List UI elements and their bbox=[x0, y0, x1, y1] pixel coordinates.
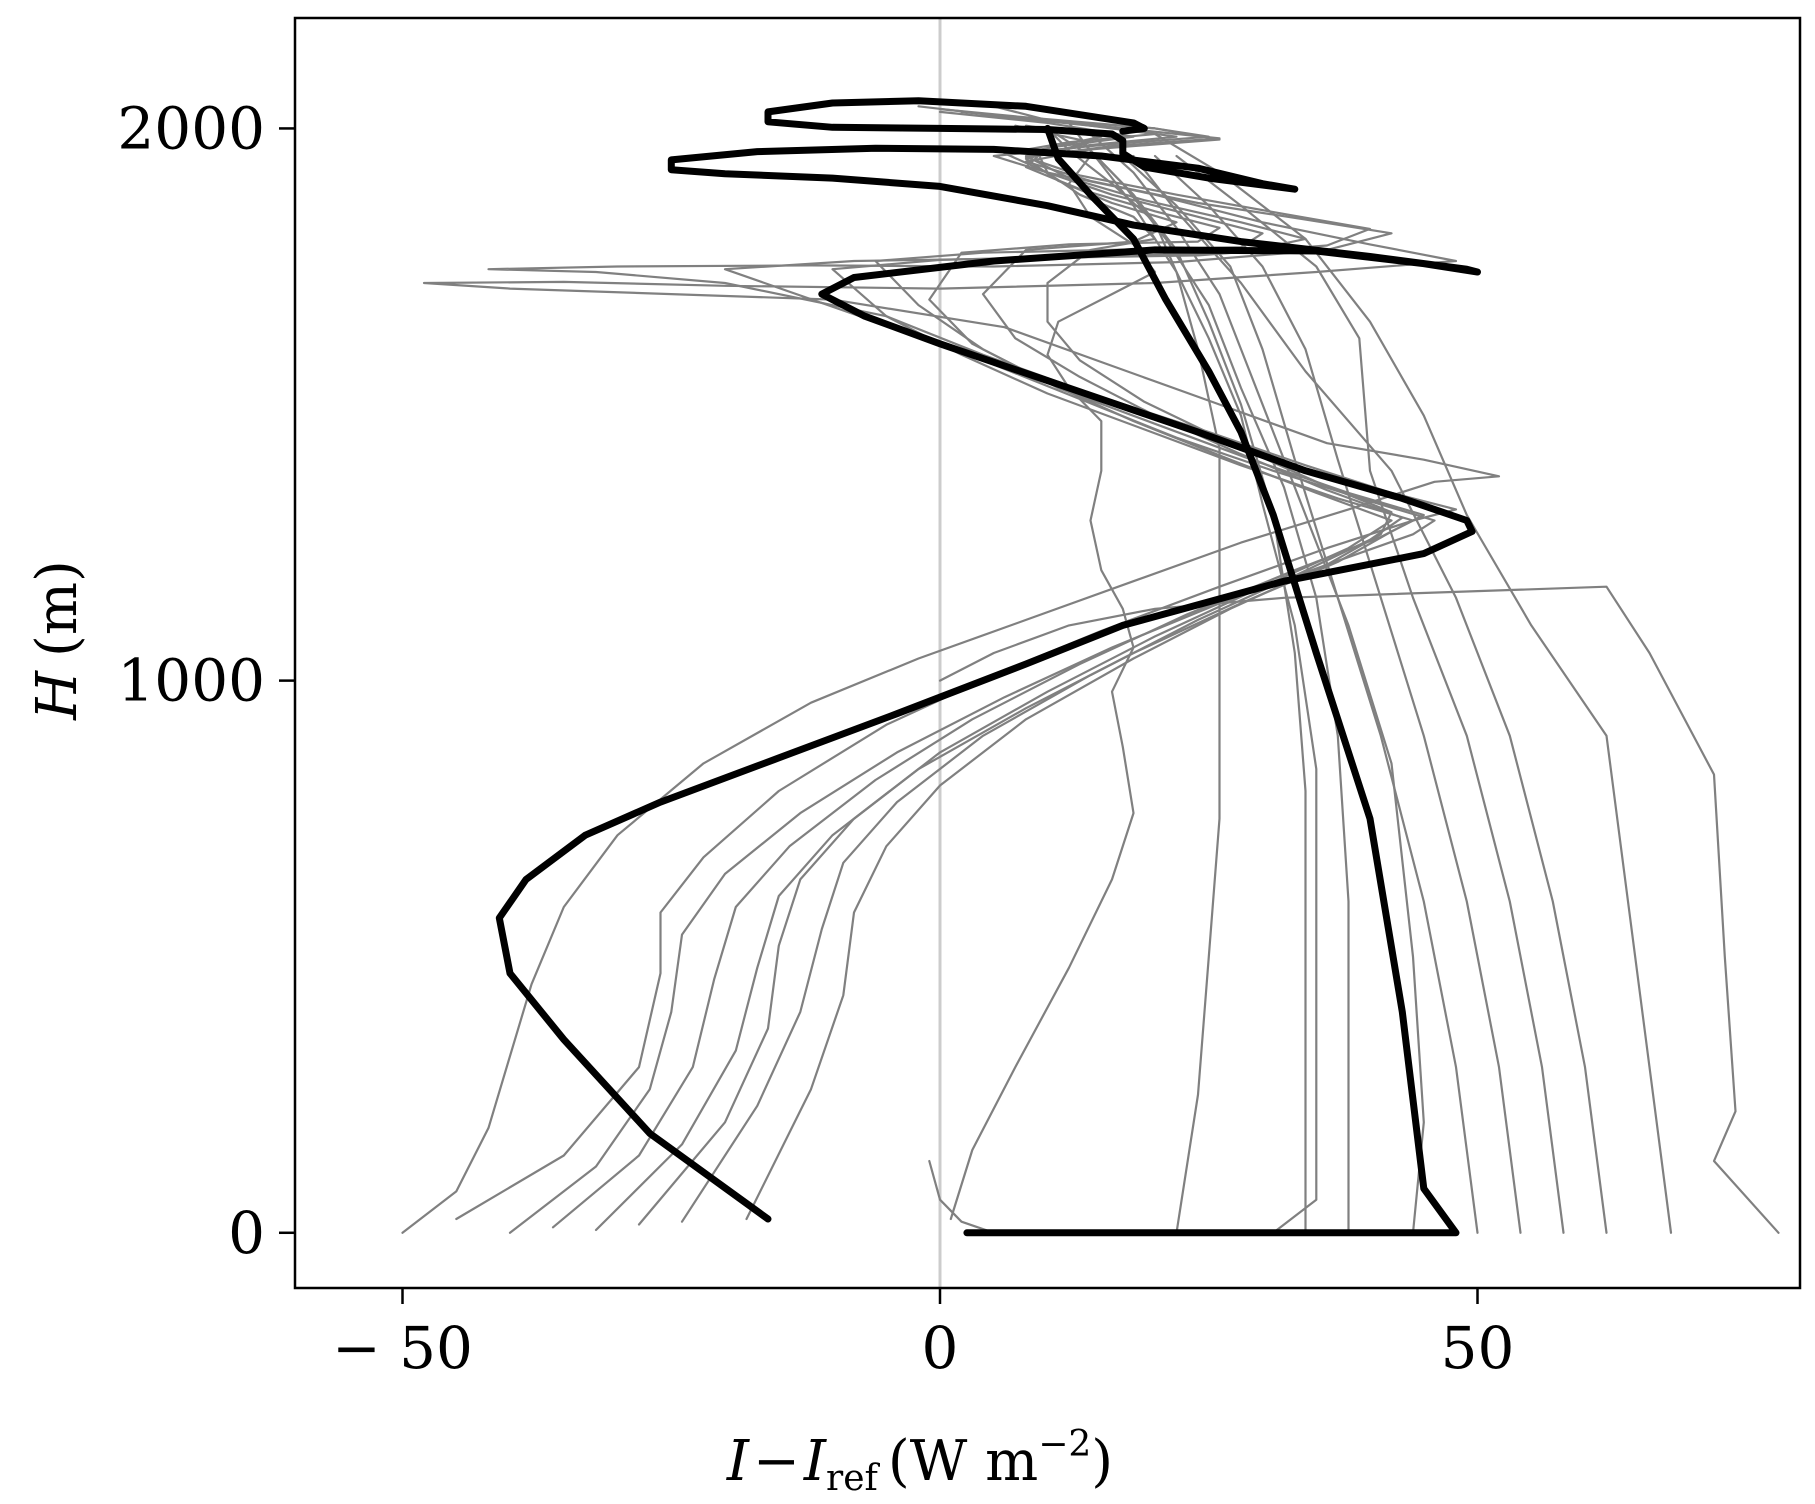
y-tick-label-2: 2000 bbox=[117, 94, 265, 162]
ensemble-line-16 bbox=[1175, 154, 1565, 1234]
x-axis-label-base: I bbox=[726, 1429, 751, 1494]
ensemble-line-13 bbox=[1089, 132, 1425, 1234]
highlight-line-21 bbox=[495, 97, 1481, 1223]
ensemble-line-12 bbox=[1078, 138, 1350, 1234]
x-axis-label: I−Iref (W m−2) bbox=[726, 1424, 1113, 1499]
ensemble-line-4 bbox=[594, 110, 1425, 1232]
x-tick-label-1: 0 bbox=[922, 1314, 959, 1382]
ensemble-line-7 bbox=[745, 124, 1393, 1221]
ensemble-line-15 bbox=[1153, 154, 1522, 1234]
y-tick-label-0: 0 bbox=[228, 1199, 265, 1267]
ensemble-line-20 bbox=[928, 1159, 1425, 1234]
ensemble-line-3 bbox=[551, 113, 1415, 1229]
x-axis-label-close: ) bbox=[1091, 1429, 1113, 1494]
y-axis-label: H (m) bbox=[25, 560, 90, 721]
x-tick-label-0: − 50 bbox=[332, 1314, 473, 1382]
highlight-line-22 bbox=[963, 124, 1460, 1237]
x-axis-label-sup: −2 bbox=[1038, 1424, 1091, 1465]
ensemble-line-19 bbox=[938, 585, 1780, 1234]
y-axis-label-base: H bbox=[25, 670, 90, 721]
x-axis-label-minus: − bbox=[753, 1429, 800, 1494]
x-axis-label-base2: I bbox=[803, 1429, 828, 1494]
y-axis-label-units: (m) bbox=[25, 560, 90, 657]
ensemble-line-6 bbox=[680, 124, 1404, 1223]
x-axis-label-units: (W m bbox=[888, 1429, 1038, 1494]
plot-frame bbox=[293, 16, 1802, 1290]
ensemble-line-1 bbox=[455, 108, 1458, 1221]
x-tick-label-2: 50 bbox=[1441, 1314, 1515, 1382]
ensemble-line-9 bbox=[1046, 127, 1221, 1234]
y-tick-label-1: 1000 bbox=[117, 647, 265, 715]
x-axis-label-sub: ref bbox=[826, 1458, 881, 1499]
ensemble-line-18 bbox=[1153, 132, 1673, 1234]
ensemble-line-10 bbox=[1067, 121, 1318, 1234]
plot-area bbox=[293, 16, 1802, 1290]
series-group bbox=[401, 97, 1780, 1237]
ensemble-line-8 bbox=[949, 127, 1157, 1221]
ensemble-line-11 bbox=[1089, 149, 1307, 1234]
